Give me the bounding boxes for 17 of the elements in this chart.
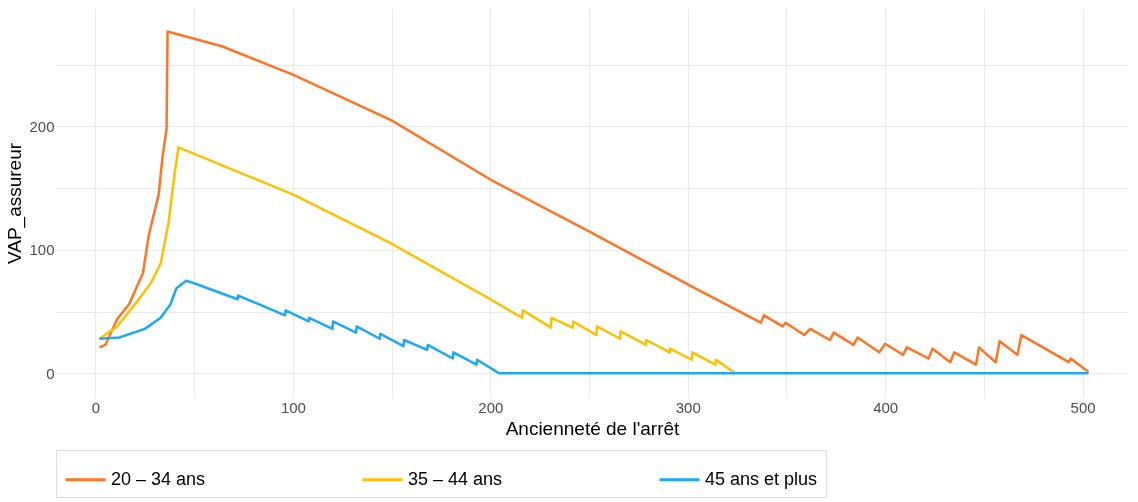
line-series bbox=[98, 279, 1090, 375]
line-series bbox=[98, 30, 1090, 374]
x-axis-title: Ancienneté de l'arrêt bbox=[505, 417, 681, 439]
y-tick-label: 0 bbox=[46, 364, 55, 382]
x-tick-label: 400 bbox=[873, 398, 899, 416]
y-tick-label: 100 bbox=[29, 241, 55, 259]
legend-label: 45 ans et plus bbox=[705, 468, 818, 489]
legend-label: 35 – 44 ans bbox=[408, 468, 503, 489]
x-tick-label: 200 bbox=[478, 398, 504, 416]
line-series bbox=[98, 146, 737, 375]
x-tick-label: 300 bbox=[675, 398, 701, 416]
y-tick-label: 200 bbox=[29, 117, 55, 135]
x-tick-label: 500 bbox=[1070, 398, 1096, 416]
y-axis-title: VAP_assureur bbox=[4, 142, 27, 265]
legend-label: 20 – 34 ans bbox=[111, 468, 206, 489]
x-tick-label: 100 bbox=[280, 398, 306, 416]
x-tick-label: 0 bbox=[91, 398, 101, 416]
